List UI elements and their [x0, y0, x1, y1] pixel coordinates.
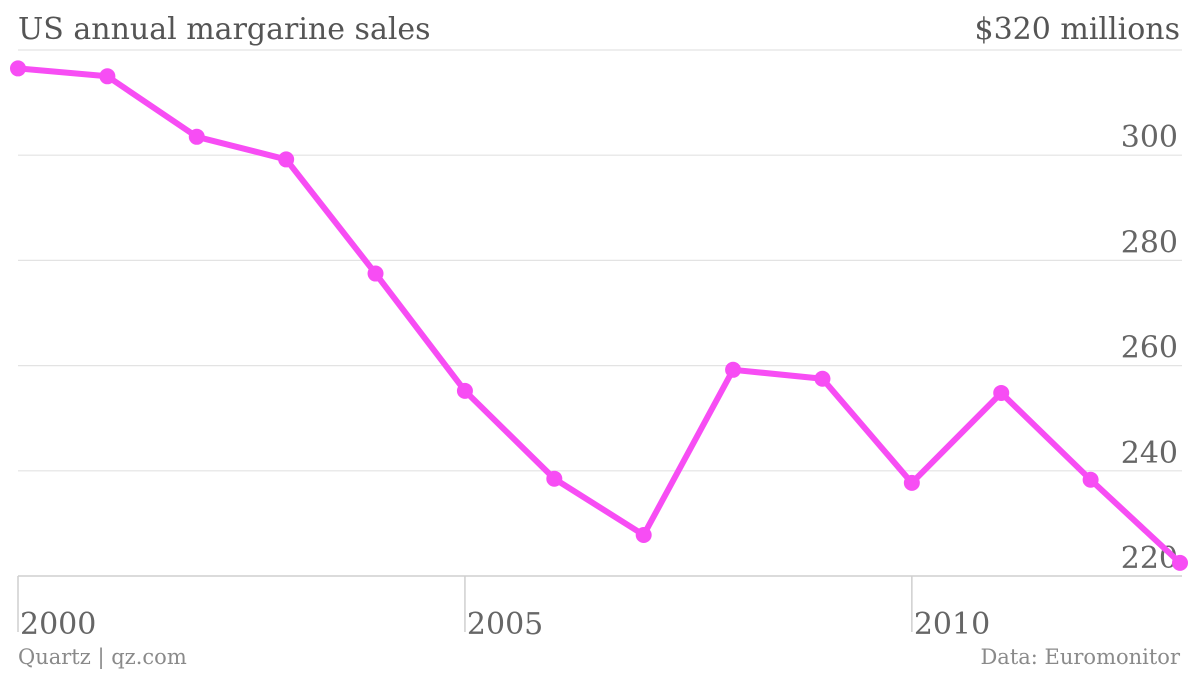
y-tick-label-280: 280	[1121, 225, 1178, 260]
source-text: Data: Euromonitor	[980, 645, 1180, 669]
data-point-2000	[10, 60, 26, 77]
y-axis-unit-label: $320 millions	[974, 12, 1181, 47]
x-axis: 2000 2005 2010	[17, 576, 990, 642]
chart-title: US annual margarine sales	[18, 12, 431, 47]
credit-text: Quartz | qz.com	[18, 645, 187, 669]
data-point-2007	[635, 526, 652, 543]
x-tick-label-2005: 2005	[467, 607, 543, 642]
data-point-2004	[367, 265, 384, 282]
data-point-2011	[993, 384, 1010, 401]
y-tick-label-240: 240	[1121, 436, 1178, 471]
data-point-2001	[99, 68, 116, 85]
data-point-2006	[546, 470, 563, 487]
y-tick-label-220: 220	[1121, 541, 1178, 576]
data-point-2005	[456, 382, 473, 399]
data-point-2012	[1082, 471, 1099, 488]
data-point-2010	[903, 474, 920, 491]
gridlines	[18, 49, 1182, 577]
data-point-2003	[278, 151, 295, 168]
data-point-2008	[725, 361, 742, 378]
data-point-2013	[1172, 554, 1188, 571]
x-tick-label-2000: 2000	[20, 607, 96, 642]
series-line	[15, 65, 1183, 566]
data-point-2009	[814, 370, 831, 387]
y-tick-label-260: 260	[1121, 331, 1178, 366]
series-margarine-sales	[10, 60, 1188, 571]
y-tick-label-300: 300	[1121, 120, 1178, 155]
data-point-2002	[188, 128, 205, 145]
x-tick-label-2010: 2010	[914, 607, 990, 642]
y-axis-ticks: 220 240 260 280 300	[1121, 120, 1178, 576]
